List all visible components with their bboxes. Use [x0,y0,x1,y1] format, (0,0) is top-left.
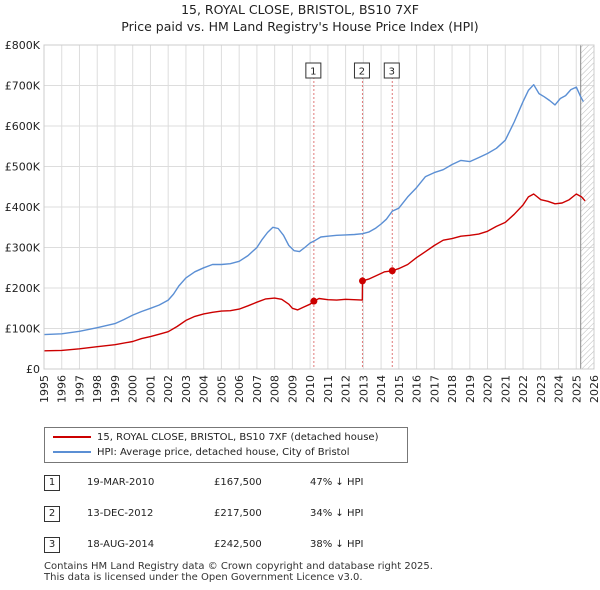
sale-hpi-diff: 47% ↓ HPI [310,477,364,488]
sale-date: 13-DEC-2012 [87,508,154,519]
sale-marker-label: 3 [389,67,395,78]
x-tick-label: 2014 [375,375,388,403]
x-tick-label: 2004 [198,375,211,403]
hpi-series-line [43,84,585,336]
x-tick-label: 2013 [357,375,370,403]
sale-price: £167,500 [214,477,262,488]
y-tick-label: £200K [5,282,41,295]
x-tick-label: 1995 [38,375,51,403]
x-tick-label: 2002 [162,375,175,403]
x-tick-label: 2010 [304,375,317,403]
x-tick-label: 2003 [180,375,193,403]
sale-hpi-diff: 38% ↓ HPI [310,539,364,550]
legend-label-property: 15, ROYAL CLOSE, BRISTOL, BS10 7XF (deta… [97,432,379,443]
forecast-hatched-region [580,45,594,369]
legend-item-property: 15, ROYAL CLOSE, BRISTOL, BS10 7XF (deta… [53,431,378,445]
x-tick-label: 2025 [570,375,583,403]
x-tick-label: 2016 [411,375,424,403]
x-tick-label: 2007 [251,375,264,403]
sale-marker-label: 2 [359,67,365,78]
sale-number-badge: 1 [44,475,60,491]
x-tick-label: 2006 [233,375,246,403]
x-tick-label: 2020 [482,375,495,403]
y-tick-label: £500K [5,161,41,174]
legend-label-hpi: HPI: Average price, detached house, City… [97,447,350,458]
sale-number-badge: 3 [44,537,60,553]
footer-copyright: Contains HM Land Registry data © Crown c… [44,561,433,572]
sale-price: £217,500 [214,508,262,519]
chart-plot: 1 2 3 £0 £100K £200K £300K £400K £500K £600K £700… [5,39,600,403]
x-tick-label: 1998 [91,375,104,403]
sale-hpi-diff: 34% ↓ HPI [310,508,364,519]
x-tick-label: 2023 [535,375,548,403]
x-tick-label: 1997 [73,375,86,403]
x-tick-label: 1996 [56,375,69,403]
x-tick-label: 2000 [127,375,140,403]
sale-number-badge: 2 [44,506,60,522]
sale-point [358,277,366,285]
y-tick-label: £0 [26,363,40,376]
x-tick-label: 2021 [499,375,512,403]
x-tick-label: 2015 [393,375,406,403]
footer-attribution: Contains HM Land Registry data © Crown c… [44,561,433,583]
x-tick-label: 2022 [517,375,530,403]
x-tick-label: 2008 [269,375,282,403]
sale-marker-box [305,62,322,79]
sale-date: 18-AUG-2014 [87,539,155,550]
y-tick-label: £700K [5,80,41,93]
sale-marker-box [383,62,400,79]
x-tick-label: 2018 [446,375,459,403]
legend-item-hpi: HPI: Average price, detached house, City… [53,446,350,460]
x-tick-label: 1999 [109,375,122,403]
x-tick-label: 2001 [144,375,157,403]
chart-title: 15, ROYAL CLOSE, BRISTOL, BS10 7XF [181,2,419,17]
property-series-line [43,193,586,352]
plot-frame [43,44,595,370]
x-tick-label: 2017 [428,375,441,403]
x-tick-label: 2019 [464,375,477,403]
chart-legend: 15, ROYAL CLOSE, BRISTOL, BS10 7XF (deta… [44,427,408,463]
y-tick-label: £300K [5,242,41,255]
x-tick-label: 2005 [215,375,228,403]
legend-swatch-property [53,436,91,438]
y-tick-label: £400K [5,201,41,214]
footer-licence: This data is licensed under the Open Gov… [44,572,363,583]
x-tick-label: 2009 [286,375,299,403]
chart-subtitle: Price paid vs. HM Land Registry's House … [121,19,479,34]
legend-swatch-hpi [53,451,91,453]
x-tick-label: 2024 [553,375,566,403]
sale-point [388,267,396,275]
x-tick-label: 2026 [588,375,600,403]
x-tick-label: 2011 [322,375,335,403]
y-tick-label: £600K [5,120,41,133]
sale-price: £242,500 [214,539,262,550]
sale-point [310,297,318,305]
sale-marker-box [353,62,370,79]
sale-marker-label: 1 [310,67,316,78]
y-tick-label: £800K [5,39,41,52]
x-tick-label: 2012 [340,375,353,403]
sale-date: 19-MAR-2010 [87,477,155,488]
y-tick-label: £100K [5,323,41,336]
